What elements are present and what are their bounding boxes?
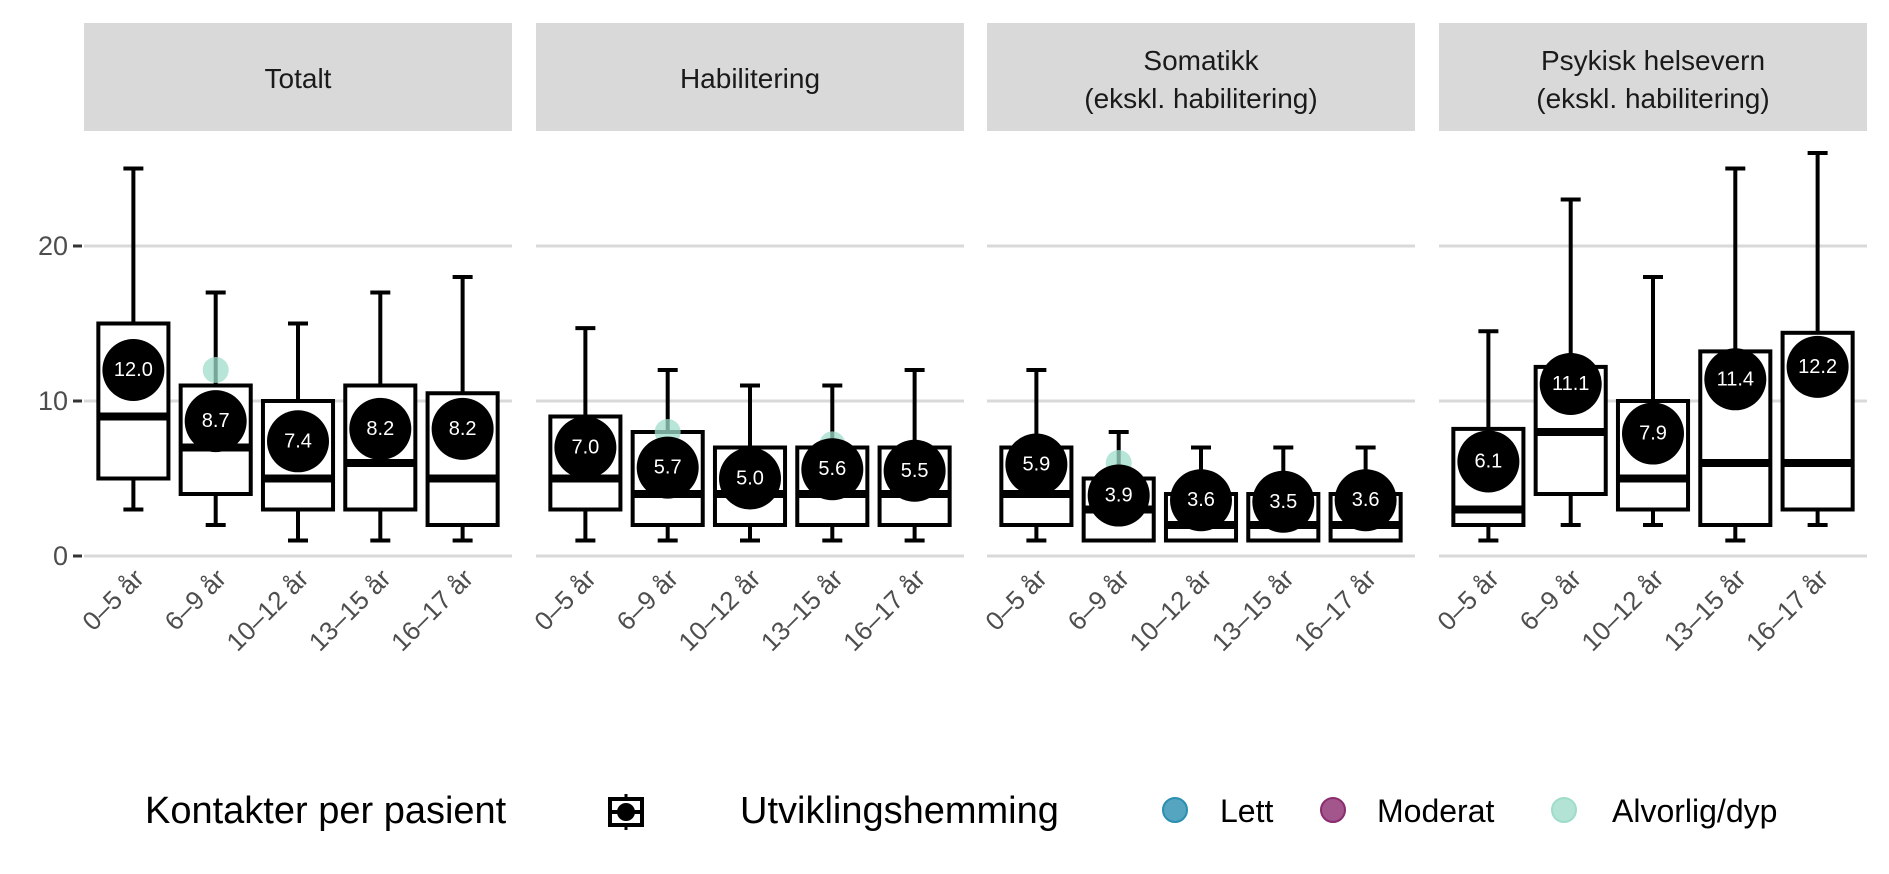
mean-label: 7.0 xyxy=(571,437,599,459)
mean-label: 5.0 xyxy=(736,468,764,490)
y-tick-label: 10 xyxy=(38,386,68,416)
mean-marker xyxy=(1170,469,1232,532)
facet-strip xyxy=(1439,23,1867,131)
mean-label: 8.2 xyxy=(366,418,394,440)
box xyxy=(1615,275,1691,527)
x-tick-label: 13–15 år xyxy=(303,563,397,657)
facet-strip xyxy=(987,23,1415,131)
facet-strip-label: (ekskl. habilitering) xyxy=(1536,83,1769,114)
mean-label: 8.7 xyxy=(202,410,230,432)
legend-group-title: Utviklingshemming xyxy=(740,790,1059,832)
legend-item-label: Alvorlig/dyp xyxy=(1612,793,1777,829)
mean-marker xyxy=(1334,469,1397,532)
x-tick-label: 6–9 år xyxy=(1062,563,1136,637)
x-tick-label: 6–9 år xyxy=(611,563,685,637)
legend-swatch xyxy=(1551,797,1577,823)
y-tick-label: 20 xyxy=(38,231,68,261)
x-tick-label: 0–5 år xyxy=(528,563,602,637)
mean-marker xyxy=(1005,433,1068,496)
mean-label: 12.2 xyxy=(1798,356,1837,378)
mean-marker xyxy=(883,439,946,502)
mean-marker xyxy=(1622,402,1684,465)
facet-strip-label: Psykisk helsevern xyxy=(1541,45,1765,76)
mean-marker xyxy=(431,397,494,460)
mean-marker xyxy=(267,410,329,473)
facet-strip-label: Somatikk xyxy=(1143,45,1259,76)
mean-marker xyxy=(636,436,699,499)
facet-strip-label: (ekskl. habilitering) xyxy=(1084,83,1317,114)
mean-marker xyxy=(1704,348,1767,411)
x-tick-label: 13–15 år xyxy=(1658,563,1752,657)
mean-label: 12.0 xyxy=(114,359,153,381)
mean-label: 7.4 xyxy=(284,430,312,452)
mean-label: 8.2 xyxy=(449,418,477,440)
mean-label: 7.9 xyxy=(1639,423,1667,445)
x-tick-label: 10–12 år xyxy=(1575,563,1669,657)
group-point xyxy=(202,357,229,383)
mean-label: 5.5 xyxy=(901,460,929,482)
mean-label: 3.6 xyxy=(1187,489,1215,511)
x-tick-label: 16–17 år xyxy=(1740,563,1834,657)
x-tick-label: 10–12 år xyxy=(1123,563,1217,657)
legend-swatch xyxy=(1162,797,1188,823)
mean-marker xyxy=(801,438,864,501)
legend-box-title: Kontakter per pasient xyxy=(145,790,507,832)
x-tick-label: 0–5 år xyxy=(1431,563,1505,637)
legend-swatch xyxy=(1320,797,1346,823)
x-tick-label: 10–12 år xyxy=(220,563,314,657)
mean-label: 3.5 xyxy=(1269,491,1297,513)
facet-strip-label: Totalt xyxy=(265,63,332,94)
mean-label: 11.4 xyxy=(1717,368,1754,390)
mean-marker xyxy=(1252,470,1315,533)
mean-marker xyxy=(1786,335,1849,398)
mean-marker xyxy=(1087,464,1150,527)
facet-strip xyxy=(84,23,512,131)
x-tick-label: 13–15 år xyxy=(755,563,849,657)
mean-label: 5.6 xyxy=(818,458,846,480)
facet-strip xyxy=(536,23,964,131)
facet-strip-label: Habilitering xyxy=(680,63,820,94)
legend-item-label: Moderat xyxy=(1377,793,1495,829)
mean-label: 3.6 xyxy=(1352,489,1380,511)
x-tick-label: 10–12 år xyxy=(672,563,766,657)
mean-label: 5.7 xyxy=(654,457,682,479)
mean-marker xyxy=(1457,430,1520,493)
mean-label: 3.9 xyxy=(1105,485,1133,507)
mean-marker xyxy=(349,397,412,460)
x-tick-label: 0–5 år xyxy=(76,563,150,637)
y-tick-label: 0 xyxy=(53,541,68,571)
x-tick-label: 16–17 år xyxy=(1288,563,1382,657)
y-axis: 0 10 20 xyxy=(38,231,82,571)
x-tick-label: 16–17 år xyxy=(837,563,931,657)
mean-label: 11.1 xyxy=(1552,373,1589,395)
mean-marker xyxy=(554,416,617,479)
facet-panel: Psykisk helsevern (ekskl. habilitering) 0–… xyxy=(1431,23,1867,657)
x-tick-label: 0–5 år xyxy=(979,563,1053,637)
x-tick-label: 6–9 år xyxy=(159,563,233,637)
legend-item-label: Lett xyxy=(1220,793,1273,829)
mean-label: 6.1 xyxy=(1474,450,1502,472)
mean-label: 5.9 xyxy=(1022,454,1050,476)
mean-marker xyxy=(719,447,781,510)
mean-marker xyxy=(1539,352,1602,415)
x-tick-label: 6–9 år xyxy=(1514,563,1588,637)
x-tick-label: 16–17 år xyxy=(385,563,479,657)
mean-marker xyxy=(102,339,165,401)
legend-box-key-icon xyxy=(608,794,644,830)
x-tick-label: 13–15 år xyxy=(1206,563,1300,657)
mean-marker xyxy=(184,390,247,453)
facet-panel: Somatikk (ekskl. habilitering) 0–5 år 6–9 å… xyxy=(979,23,1415,657)
legend: Kontakter per pasient Utviklingshemming … xyxy=(145,790,1777,832)
